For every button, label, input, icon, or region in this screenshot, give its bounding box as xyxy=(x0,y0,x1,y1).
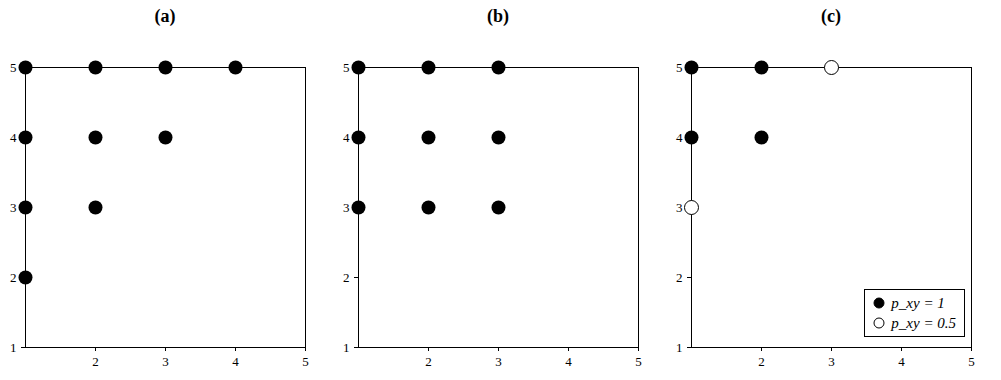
svg-text:1: 1 xyxy=(10,340,17,355)
svg-text:4: 4 xyxy=(232,354,239,369)
svg-text:2: 2 xyxy=(676,270,683,285)
svg-text:2: 2 xyxy=(343,270,350,285)
svg-text:3: 3 xyxy=(828,354,835,369)
html-text:p_xy = 0.5: p_xy = 0.5 xyxy=(891,314,956,331)
svg-text:1: 1 xyxy=(343,340,350,355)
svg-text:4: 4 xyxy=(10,130,17,145)
html-text:(a): (a) xyxy=(154,6,176,26)
svg-text:2: 2 xyxy=(10,270,17,285)
svg-text:4: 4 xyxy=(565,354,572,369)
svg-text:5: 5 xyxy=(302,354,309,369)
svg-text:3: 3 xyxy=(495,354,502,369)
svg-text:5: 5 xyxy=(676,60,683,75)
svg-text:3: 3 xyxy=(162,354,169,369)
svg-text:3: 3 xyxy=(676,200,683,215)
svg-text:5: 5 xyxy=(635,354,642,369)
svg-text:1: 1 xyxy=(676,340,683,355)
svg-text:4: 4 xyxy=(898,354,905,369)
svg-text:2: 2 xyxy=(758,354,765,369)
svg-text:2: 2 xyxy=(425,354,432,369)
svg-text:5: 5 xyxy=(968,354,975,369)
html-text:(b): (b) xyxy=(487,6,509,26)
html-text:p_xy = 1: p_xy = 1 xyxy=(891,294,945,311)
svg-text:4: 4 xyxy=(676,130,683,145)
svg-text:5: 5 xyxy=(10,60,17,75)
svg-text:5: 5 xyxy=(343,60,350,75)
svg-text:4: 4 xyxy=(343,130,350,145)
html-text:(c): (c) xyxy=(821,6,841,26)
svg-text:3: 3 xyxy=(10,200,17,215)
svg-text:2: 2 xyxy=(92,354,99,369)
svg-text:3: 3 xyxy=(343,200,350,215)
